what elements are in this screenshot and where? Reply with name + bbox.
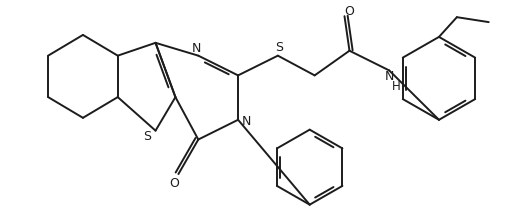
- Text: N: N: [192, 42, 201, 55]
- Text: S: S: [275, 41, 283, 54]
- Text: O: O: [345, 5, 354, 18]
- Text: N: N: [385, 70, 394, 83]
- Text: S: S: [143, 130, 152, 143]
- Text: H: H: [392, 80, 401, 93]
- Text: N: N: [241, 115, 251, 128]
- Text: O: O: [169, 177, 179, 190]
